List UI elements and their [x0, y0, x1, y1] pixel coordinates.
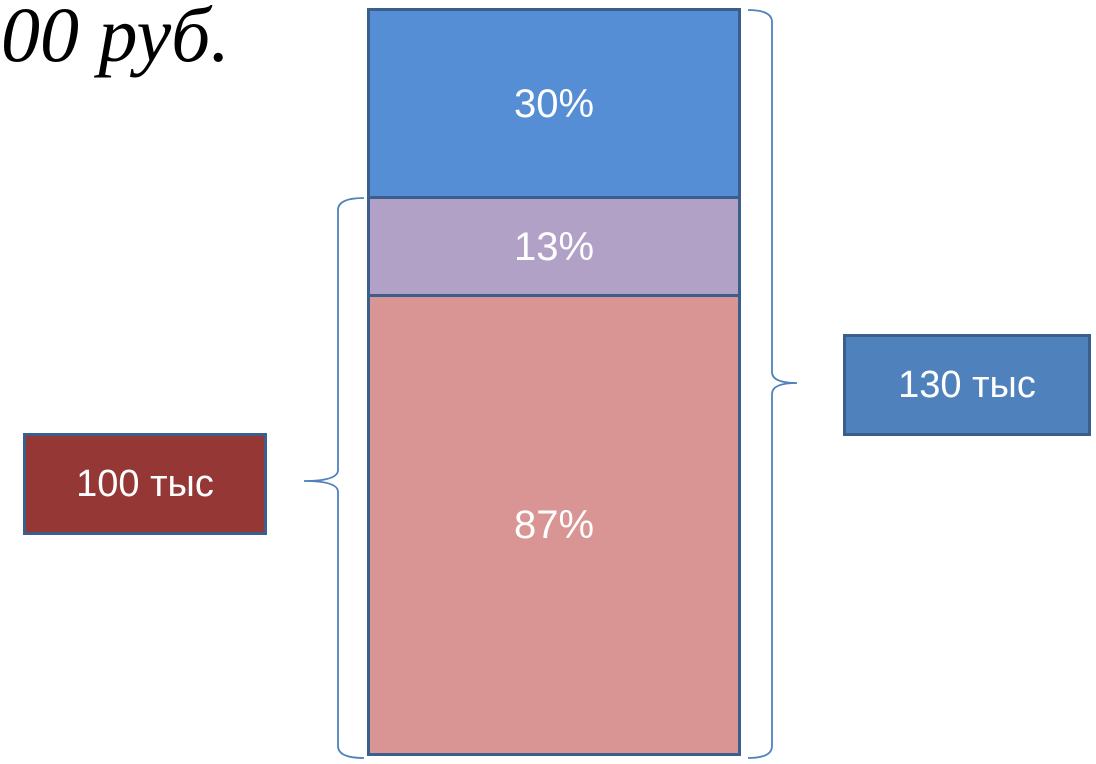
segment-87-label: 87%	[513, 502, 595, 547]
right-brace	[747, 9, 798, 759]
segment-30-percent: 30%	[367, 8, 741, 200]
label-100-thousand-text: 100 тыс	[76, 462, 214, 505]
segment-13-percent: 13%	[367, 196, 741, 298]
segment-30-label: 30%	[513, 81, 595, 126]
label-130-thousand: 130 тыс	[843, 334, 1091, 436]
segment-13-label: 13%	[513, 224, 595, 269]
page-heading: 000 руб.	[0, 0, 230, 78]
label-130-thousand-text: 130 тыс	[898, 363, 1036, 406]
label-100-thousand: 100 тыс	[23, 433, 267, 535]
left-brace	[303, 197, 365, 759]
segment-87-percent: 87%	[367, 294, 741, 756]
